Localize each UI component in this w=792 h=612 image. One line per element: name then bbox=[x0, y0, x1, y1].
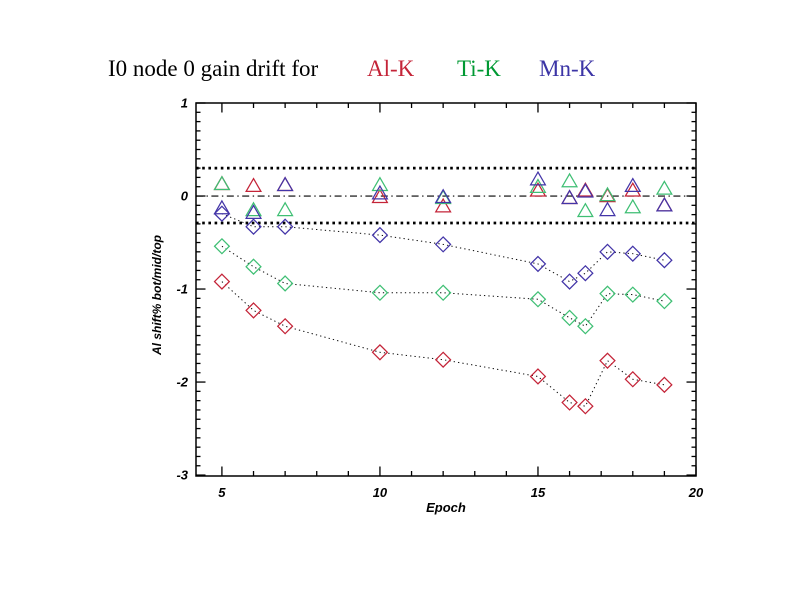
diamond-marker bbox=[245, 218, 262, 235]
series-Mn-K-triangle bbox=[213, 170, 673, 219]
triangle-marker bbox=[434, 188, 452, 204]
triangle-marker bbox=[561, 189, 579, 205]
triangle-marker bbox=[213, 175, 231, 191]
diamond-marker bbox=[599, 243, 616, 261]
diamond-marker bbox=[434, 284, 452, 302]
triangle-marker bbox=[655, 196, 673, 212]
y-tick-label: 0 bbox=[181, 189, 189, 204]
triangle-marker bbox=[371, 184, 389, 200]
triangle-marker bbox=[529, 178, 547, 193]
triangle-marker bbox=[434, 197, 452, 213]
x-tick-label: 15 bbox=[531, 485, 546, 500]
triangle-marker bbox=[624, 198, 642, 214]
diamond-marker bbox=[561, 309, 578, 327]
triangle-marker bbox=[434, 189, 452, 205]
triangle-marker bbox=[655, 196, 673, 212]
series-line-Mn-K bbox=[221, 213, 665, 283]
triangle-marker bbox=[529, 170, 547, 186]
y-tick-label: -3 bbox=[176, 468, 188, 483]
axis-ticks bbox=[196, 102, 697, 476]
diamond-marker bbox=[371, 226, 389, 244]
diamond-marker bbox=[656, 251, 673, 269]
y-tick-label: -1 bbox=[176, 282, 188, 297]
y-tick-label: -2 bbox=[176, 375, 188, 390]
legend-label-mn-k: Mn-K bbox=[539, 56, 596, 81]
diamond-marker bbox=[276, 218, 294, 235]
diamond-marker bbox=[434, 351, 452, 369]
x-tick-label: 5 bbox=[218, 485, 226, 500]
triangle-marker bbox=[213, 175, 231, 191]
x-tick-label: 20 bbox=[688, 485, 704, 500]
series-Ti-K-triangle bbox=[213, 172, 673, 218]
triangle-marker bbox=[624, 181, 642, 197]
diamond-marker bbox=[624, 245, 642, 262]
triangle-marker bbox=[371, 176, 389, 192]
diamond-marker bbox=[213, 205, 231, 222]
diamond-marker bbox=[529, 290, 547, 308]
triangle-marker bbox=[624, 177, 642, 193]
diamond-marker bbox=[656, 376, 673, 394]
triangle-marker bbox=[245, 177, 263, 193]
chart-title-text: I0 node 0 gain drift for bbox=[108, 56, 319, 81]
x-tick-labels: 5 10 15 20 bbox=[218, 485, 704, 500]
triangle-marker bbox=[529, 181, 547, 197]
triangle-marker bbox=[276, 176, 294, 192]
diamond-marker bbox=[213, 237, 231, 255]
x-tick-label: 10 bbox=[373, 485, 388, 500]
legend-label-ti-k: Ti-K bbox=[457, 56, 501, 81]
diamond-marker bbox=[561, 394, 578, 411]
chart-title: I0 node 0 gain drift for Al-K Ti-K Mn-K bbox=[0, 56, 792, 88]
triangle-marker bbox=[561, 172, 579, 188]
diamond-marker bbox=[577, 317, 594, 335]
diamond-marker bbox=[371, 344, 389, 361]
diamond-marker bbox=[599, 285, 616, 302]
diamond-marker bbox=[561, 273, 578, 290]
triangle-marker bbox=[561, 189, 579, 205]
diamond-marker bbox=[371, 284, 389, 302]
diamond-marker bbox=[577, 264, 594, 282]
triangle-marker bbox=[576, 202, 594, 218]
triangle-marker bbox=[276, 176, 294, 192]
diamond-marker bbox=[529, 255, 547, 273]
series-line-Ti-K bbox=[221, 245, 665, 327]
x-axis-label: Epoch bbox=[426, 500, 466, 515]
triangle-marker bbox=[576, 182, 594, 198]
y-tick-label: 1 bbox=[181, 96, 188, 111]
series-Mn-K-diamond bbox=[213, 205, 673, 290]
y-tick-labels: 1 0 -1 -2 -3 bbox=[176, 96, 188, 483]
y-axis-label: Al shift% bot/mid/top bbox=[150, 235, 164, 356]
diamond-marker bbox=[276, 275, 294, 292]
plot-frame bbox=[195, 102, 697, 477]
diamond-marker bbox=[529, 368, 547, 385]
diamond-marker bbox=[624, 370, 642, 388]
diamond-marker bbox=[599, 352, 616, 369]
legend-label-al-k: Al-K bbox=[367, 56, 415, 81]
triangle-marker bbox=[599, 186, 616, 202]
triangle-marker bbox=[599, 187, 616, 203]
series-line-Al-K bbox=[221, 281, 665, 407]
series-Ti-K-diamond bbox=[213, 237, 673, 335]
data-series bbox=[213, 170, 673, 415]
triangle-marker bbox=[245, 201, 263, 217]
diamond-marker bbox=[577, 397, 594, 415]
triangle-marker bbox=[245, 204, 263, 219]
series-Al-K-diamond bbox=[213, 273, 673, 415]
diamond-marker bbox=[245, 258, 262, 275]
triangle-marker bbox=[276, 201, 294, 217]
diamond-marker bbox=[656, 292, 673, 310]
diamond-marker bbox=[213, 273, 231, 290]
diamond-marker bbox=[276, 317, 294, 335]
triangle-marker bbox=[213, 199, 231, 215]
triangle-marker bbox=[371, 188, 389, 204]
triangle-marker bbox=[599, 201, 616, 217]
diamond-marker bbox=[624, 286, 642, 303]
diamond-marker bbox=[245, 302, 262, 319]
diamond-marker bbox=[434, 236, 452, 253]
triangle-marker bbox=[655, 180, 673, 195]
